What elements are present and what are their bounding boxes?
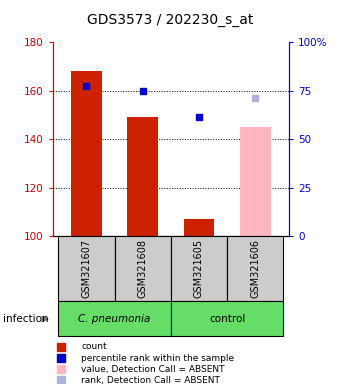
Bar [184, 219, 215, 236]
Text: value, Detection Call = ABSENT: value, Detection Call = ABSENT [82, 364, 225, 374]
Bar [227, 236, 283, 301]
Bar [240, 127, 271, 236]
Bar [171, 301, 283, 336]
Bar [171, 236, 227, 301]
Text: control: control [209, 314, 245, 324]
Text: rank, Detection Call = ABSENT: rank, Detection Call = ABSENT [82, 376, 220, 384]
Text: GSM321605: GSM321605 [194, 239, 204, 298]
Text: GSM321606: GSM321606 [250, 239, 260, 298]
Bar [71, 71, 102, 236]
Text: GSM321607: GSM321607 [82, 239, 91, 298]
Bar [58, 301, 171, 336]
Text: count: count [82, 343, 107, 351]
Text: GDS3573 / 202230_s_at: GDS3573 / 202230_s_at [87, 13, 253, 27]
Text: GSM321608: GSM321608 [138, 239, 148, 298]
Text: infection: infection [3, 314, 49, 324]
Text: percentile rank within the sample: percentile rank within the sample [82, 354, 235, 362]
Text: C. pneumonia: C. pneumonia [79, 314, 151, 324]
Bar [115, 236, 171, 301]
Bar [58, 236, 115, 301]
Bar [127, 118, 158, 236]
